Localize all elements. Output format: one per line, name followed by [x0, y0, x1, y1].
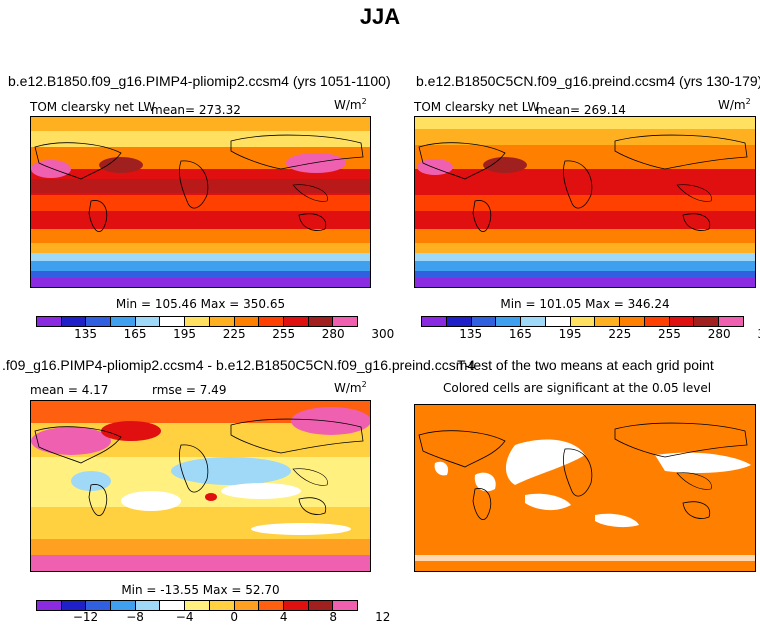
colorbar-tick-label: 4: [279, 610, 288, 624]
colorbar-top-right: [421, 316, 744, 327]
colorbar-tick-label: 12: [375, 610, 391, 624]
minmax-top-right: Min = 101.05 Max = 346.24: [500, 297, 670, 311]
colorbar-swatch: [111, 601, 136, 610]
colorbar-tick-label: 225: [608, 327, 632, 341]
colorbar-swatch: [209, 601, 235, 610]
colorbar-swatch: [185, 317, 210, 326]
colorbar-swatch: [422, 317, 447, 326]
colorbar-swatch: [333, 601, 357, 610]
minmax-top-left: Min = 105.46 Max = 350.65: [115, 297, 286, 311]
colorbar-tick-label: 8: [329, 610, 338, 624]
map-top-right: [414, 116, 756, 288]
colorbar-tick-label: −8: [126, 610, 144, 624]
colorbar-swatch: [545, 317, 571, 326]
colorbar-swatch: [669, 317, 695, 326]
colorbar-swatch: [37, 317, 62, 326]
colorbar-swatch: [446, 317, 472, 326]
colorbar-swatch: [521, 317, 546, 326]
colorbar-swatch: [234, 601, 260, 610]
map-top-left: [30, 116, 371, 288]
colorbar-swatch: [135, 317, 161, 326]
colorbar-swatch: [259, 317, 284, 326]
panel-title-top-left: b.e12.B1850.f09_g16.PIMP4-pliomip2.ccsm4…: [8, 73, 391, 89]
colorbar-swatch: [135, 601, 161, 610]
colorbar-swatch: [61, 601, 87, 610]
colorbar-swatch: [283, 317, 309, 326]
colorbar-swatch: [719, 317, 743, 326]
colorbar-tick-label: 0: [230, 610, 238, 624]
colorbar-swatch: [620, 317, 645, 326]
colorbar-swatch: [471, 317, 497, 326]
minmax-bottom-left: Min = -13.55 Max = 52.70: [121, 583, 280, 597]
panel-title-bottom-left: .f09_g16.PIMP4-pliomip2.ccsm4 - b.e12.B1…: [2, 357, 476, 373]
colorbar-swatch: [496, 317, 522, 326]
colorbar-tick-label: 165: [508, 327, 532, 341]
colorbar-swatch: [570, 317, 596, 326]
map-bottom-right: [414, 404, 756, 572]
colorbar-tick-label: 195: [173, 327, 197, 341]
variable-label-top-left: TOM clearsky net LW: [30, 100, 156, 114]
panel-title-bottom-right: T-test of the two means at each grid poi…: [457, 357, 714, 373]
mean-label-top-left: mean= 273.32: [151, 103, 241, 117]
colorbar-swatch: [259, 601, 284, 610]
colorbar-tick-label: 300: [757, 327, 760, 341]
page-title: JJA: [359, 4, 401, 29]
colorbar-swatch: [160, 317, 186, 326]
colorbar-tick-label: 135: [74, 327, 97, 341]
colorbar-swatch: [160, 601, 186, 610]
colorbar-swatch: [595, 317, 621, 326]
map-bottom-left: [30, 400, 371, 572]
colorbar-swatch: [86, 601, 112, 610]
colorbar-bottom-left: [36, 600, 358, 611]
colorbar-swatch: [61, 317, 87, 326]
colorbar-tick-label: −12: [72, 610, 99, 624]
colorbar-top-left: [36, 316, 358, 327]
panel-title-top-right: b.e12.B1850C5CN.f09_g16.preind.ccsm4 (yr…: [416, 73, 760, 89]
colorbar-swatch: [86, 317, 112, 326]
units-label-top-right: W/m2: [718, 97, 751, 112]
colorbar-swatch: [694, 317, 720, 326]
colorbar-tick-label: 225: [222, 327, 246, 341]
colorbar-swatch: [644, 317, 670, 326]
colorbar-tick-label: 255: [658, 327, 681, 341]
colorbar-tick-label: 300: [371, 327, 395, 341]
colorbar-swatch: [308, 601, 334, 610]
mean-label-bottom-left: mean = 4.17: [30, 383, 109, 397]
panel-subtitle-bottom-right: Colored cells are significant at the 0.0…: [443, 381, 712, 395]
colorbar-swatch: [308, 317, 334, 326]
mean-label-top-right: mean= 269.14: [536, 103, 626, 117]
significance-fill: [415, 405, 755, 571]
units-label-top-left: W/m2: [334, 97, 367, 112]
colorbar-tick-label: 280: [321, 327, 345, 341]
colorbar-swatch: [209, 317, 235, 326]
colorbar-tick-label: −4: [175, 610, 194, 624]
colorbar-swatch: [283, 601, 309, 610]
colorbar-swatch: [111, 317, 136, 326]
colorbar-swatch: [234, 317, 260, 326]
colorbar-tick-label: 165: [123, 327, 147, 341]
colorbar-tick-label: 280: [707, 327, 731, 341]
colorbar-swatch: [37, 601, 62, 610]
colorbar-tick-label: 135: [459, 327, 483, 341]
units-label-bottom-left: W/m2: [334, 380, 367, 395]
rmse-label-bottom-left: rmse = 7.49: [152, 383, 227, 397]
colorbar-swatch: [185, 601, 210, 610]
colorbar-tick-label: 195: [558, 327, 582, 341]
colorbar-swatch: [333, 317, 357, 326]
variable-label-top-right: TOM clearsky net LW: [414, 100, 540, 114]
colorbar-tick-label: 255: [272, 327, 296, 341]
